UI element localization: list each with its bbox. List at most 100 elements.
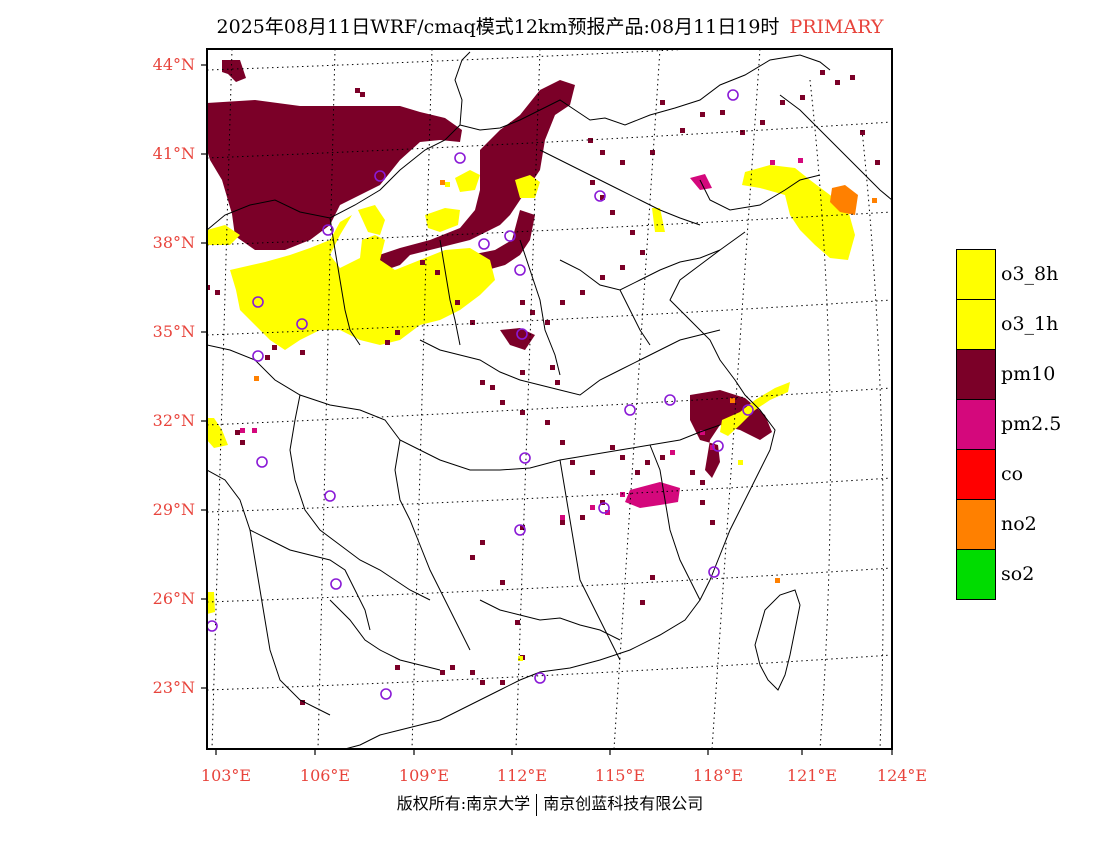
legend-item-no2: no2 [955, 499, 1095, 550]
station-marker [380, 688, 392, 700]
pm10-cell [875, 160, 880, 165]
no2-region [830, 185, 858, 215]
pm10-cell [355, 88, 360, 93]
pm10-cell [480, 540, 485, 545]
pm10-cell [740, 130, 745, 135]
pm10-cell [450, 665, 455, 670]
o3-layer [207, 165, 855, 614]
o3-region [358, 205, 385, 235]
lon-label-118e: 118°E [692, 766, 744, 785]
station-marker [514, 264, 526, 276]
lon-label-106e: 106°E [299, 766, 351, 785]
pm10-cell [207, 285, 210, 290]
pm10-cell [620, 265, 625, 270]
pm10-cell [395, 665, 400, 670]
pm10-cell [560, 300, 565, 305]
o3-region [425, 208, 460, 232]
pm10-cell [550, 365, 555, 370]
station-marker [252, 296, 264, 308]
legend-swatch [956, 249, 996, 300]
no2-cell [730, 398, 735, 403]
lon-label-124e: 124°E [876, 766, 928, 785]
station-marker [296, 318, 308, 330]
pm25-region [625, 482, 680, 508]
pm2.5-cell [560, 515, 565, 520]
station-marker [594, 190, 606, 202]
pm10-cell [545, 420, 550, 425]
o3-region [207, 418, 228, 448]
legend-item-pm10: pm10 [955, 349, 1095, 400]
pm10-cell [470, 555, 475, 560]
o3-cell [738, 460, 743, 465]
pm10-cell [530, 310, 535, 315]
station-marker [207, 620, 218, 632]
pm10-cell [700, 500, 705, 505]
lat-label-41n: 41°N [152, 144, 195, 163]
lon-label-109e: 109°E [398, 766, 450, 785]
station-markers [207, 89, 754, 700]
pm10-cell [588, 138, 593, 143]
legend-item-co: co [955, 449, 1095, 500]
o3-region [515, 175, 540, 198]
station-marker [708, 566, 720, 578]
pm10-cell [500, 580, 505, 585]
no2-cell [775, 578, 780, 583]
station-marker [727, 89, 739, 101]
pm10-region [207, 100, 462, 250]
pm2.5-cell [252, 428, 257, 433]
no2-cell [254, 376, 259, 381]
pollutant-legend: o3_8h o3_1h pm10 pm2.5 co no2 so2 [955, 249, 1095, 600]
pm10-cell [640, 600, 645, 605]
station-marker [534, 672, 546, 684]
pm10-cell [760, 120, 765, 125]
pm10-cell [590, 180, 595, 185]
pm10-cell [570, 460, 575, 465]
pm2.5-cell [620, 492, 625, 497]
pm2.5-cell [590, 505, 595, 510]
pm10-cell [495, 135, 500, 140]
station-marker [664, 394, 676, 406]
pm10-region [222, 60, 246, 82]
station-marker [252, 350, 264, 362]
legend-swatch [956, 449, 996, 500]
lon-label-112e: 112°E [496, 766, 548, 785]
pm10-cell [510, 122, 515, 127]
map-frame [206, 48, 893, 750]
pm10-cell [235, 430, 240, 435]
pm10-cell [850, 75, 855, 80]
lat-label-38n: 38°N [152, 233, 195, 252]
pm10-cell [560, 520, 565, 525]
no2-cell [440, 180, 445, 185]
pm10-cell [500, 400, 505, 405]
map-title: 2025年08月11日WRF/cmaq模式12km预报产品:08月11日19时 P… [0, 12, 1100, 39]
pm10-cell [240, 440, 245, 445]
o3-cell [518, 656, 523, 661]
copyright-separator [536, 793, 538, 816]
pm10-cell [385, 340, 390, 345]
pm10-cell [360, 92, 365, 97]
pm10-cell [395, 330, 400, 335]
pm10-cell [470, 670, 475, 675]
pm2.5-cell [770, 160, 775, 165]
pm10-cell [650, 150, 655, 155]
pm10-cell [700, 480, 705, 485]
graticule [207, 49, 892, 749]
station-marker [742, 404, 754, 416]
pm10-cell [610, 445, 615, 450]
pm10-cell [610, 210, 615, 215]
pm10-cell [580, 290, 585, 295]
pm10-region [350, 80, 575, 282]
pm10-cell [500, 680, 505, 685]
pm10-cell [650, 575, 655, 580]
o3-region [455, 170, 480, 192]
legend-label: so2 [1001, 563, 1035, 585]
legend-label: no2 [1001, 513, 1037, 535]
station-marker [519, 452, 531, 464]
lat-label-44n: 44°N [152, 55, 195, 74]
pm2.5-cell [700, 430, 705, 435]
axis-ticks [201, 64, 893, 755]
station-marker [330, 578, 342, 590]
legend-item-o3-8h: o3_8h [955, 249, 1095, 300]
o3-cell [445, 182, 450, 187]
